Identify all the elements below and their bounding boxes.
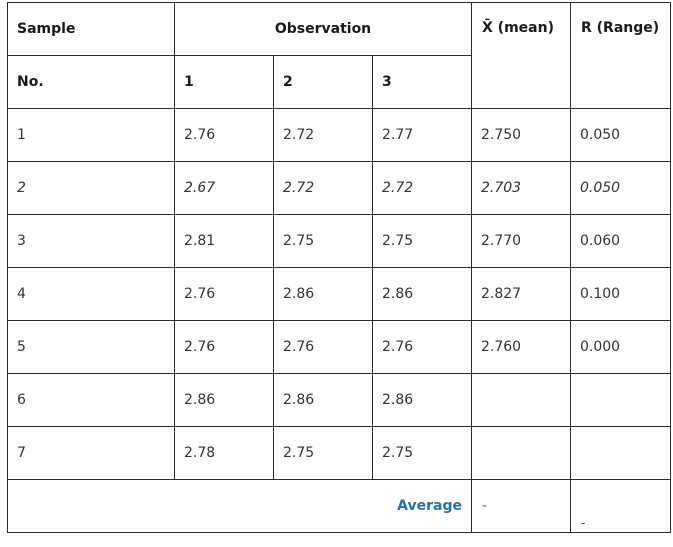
header-mean: X̄ (mean) — [471, 2, 571, 109]
observation-3-cell: 2.86 — [372, 373, 472, 427]
mean-cell: 2.827 — [471, 267, 571, 321]
table-row: 1 2.76 2.72 2.77 2.750 0.050 — [7, 108, 671, 162]
range-cell: 0.000 — [570, 320, 671, 374]
observation-1-cell: 2.78 — [174, 426, 274, 480]
observation-2-cell: 2.75 — [273, 426, 373, 480]
table-row: 2 2.67 2.72 2.72 2.703 0.050 — [7, 161, 671, 215]
observation-3-cell: 2.75 — [372, 214, 472, 268]
observation-3-cell: 2.72 — [372, 161, 472, 215]
average-range-value: - — [570, 479, 671, 533]
table-row: 3 2.81 2.75 2.75 2.770 0.060 — [7, 214, 671, 268]
range-cell: 0.050 — [570, 161, 671, 215]
observation-3-cell: 2.75 — [372, 426, 472, 480]
observation-2-cell: 2.72 — [273, 161, 373, 215]
observation-2-cell: 2.72 — [273, 108, 373, 162]
data-table: Sample Observation X̄ (mean) R (Range) N… — [7, 2, 671, 533]
range-cell — [570, 373, 671, 427]
table-row: 6 2.86 2.86 2.86 — [7, 373, 671, 427]
observation-1-cell: 2.86 — [174, 373, 274, 427]
table-row: 7 2.78 2.75 2.75 — [7, 426, 671, 480]
mean-cell — [471, 426, 571, 480]
header-sample: Sample — [7, 2, 175, 56]
header-obs-1: 1 — [174, 55, 274, 109]
table-row: 4 2.76 2.86 2.86 2.827 0.100 — [7, 267, 671, 321]
table-row: 5 2.76 2.76 2.76 2.760 0.000 — [7, 320, 671, 374]
header-range: R (Range) — [570, 2, 671, 109]
observation-1-cell: 2.76 — [174, 108, 274, 162]
header-no: No. — [7, 55, 175, 109]
sample-no-cell: 1 — [7, 108, 175, 162]
sample-no-cell: 3 — [7, 214, 175, 268]
observation-2-cell: 2.75 — [273, 214, 373, 268]
range-cell: 0.060 — [570, 214, 671, 268]
average-row: Average - - — [7, 479, 671, 533]
observation-2-cell: 2.76 — [273, 320, 373, 374]
header-row-2: No. 1 2 3 — [7, 55, 671, 109]
observation-1-cell: 2.76 — [174, 320, 274, 374]
observation-1-cell: 2.67 — [174, 161, 274, 215]
header-obs-3: 3 — [372, 55, 472, 109]
observation-1-cell: 2.81 — [174, 214, 274, 268]
observation-2-cell: 2.86 — [273, 373, 373, 427]
sample-no-cell: 2 — [7, 161, 175, 215]
average-mean-value: - — [471, 479, 571, 533]
mean-cell: 2.770 — [471, 214, 571, 268]
header-observation: Observation — [174, 2, 472, 56]
observation-3-cell: 2.86 — [372, 267, 472, 321]
header-obs-2: 2 — [273, 55, 373, 109]
mean-cell: 2.760 — [471, 320, 571, 374]
sample-no-cell: 5 — [7, 320, 175, 374]
observation-2-cell: 2.86 — [273, 267, 373, 321]
sample-no-cell: 6 — [7, 373, 175, 427]
range-cell: 0.100 — [570, 267, 671, 321]
observation-1-cell: 2.76 — [174, 267, 274, 321]
observation-3-cell: 2.77 — [372, 108, 472, 162]
observation-3-cell: 2.76 — [372, 320, 472, 374]
sample-no-cell: 4 — [7, 267, 175, 321]
mean-cell: 2.750 — [471, 108, 571, 162]
header-row-1: Sample Observation X̄ (mean) R (Range) — [7, 2, 671, 109]
range-cell: 0.050 — [570, 108, 671, 162]
average-label: Average — [7, 479, 472, 533]
sample-no-cell: 7 — [7, 426, 175, 480]
range-cell — [570, 426, 671, 480]
mean-cell: 2.703 — [471, 161, 571, 215]
mean-cell — [471, 373, 571, 427]
